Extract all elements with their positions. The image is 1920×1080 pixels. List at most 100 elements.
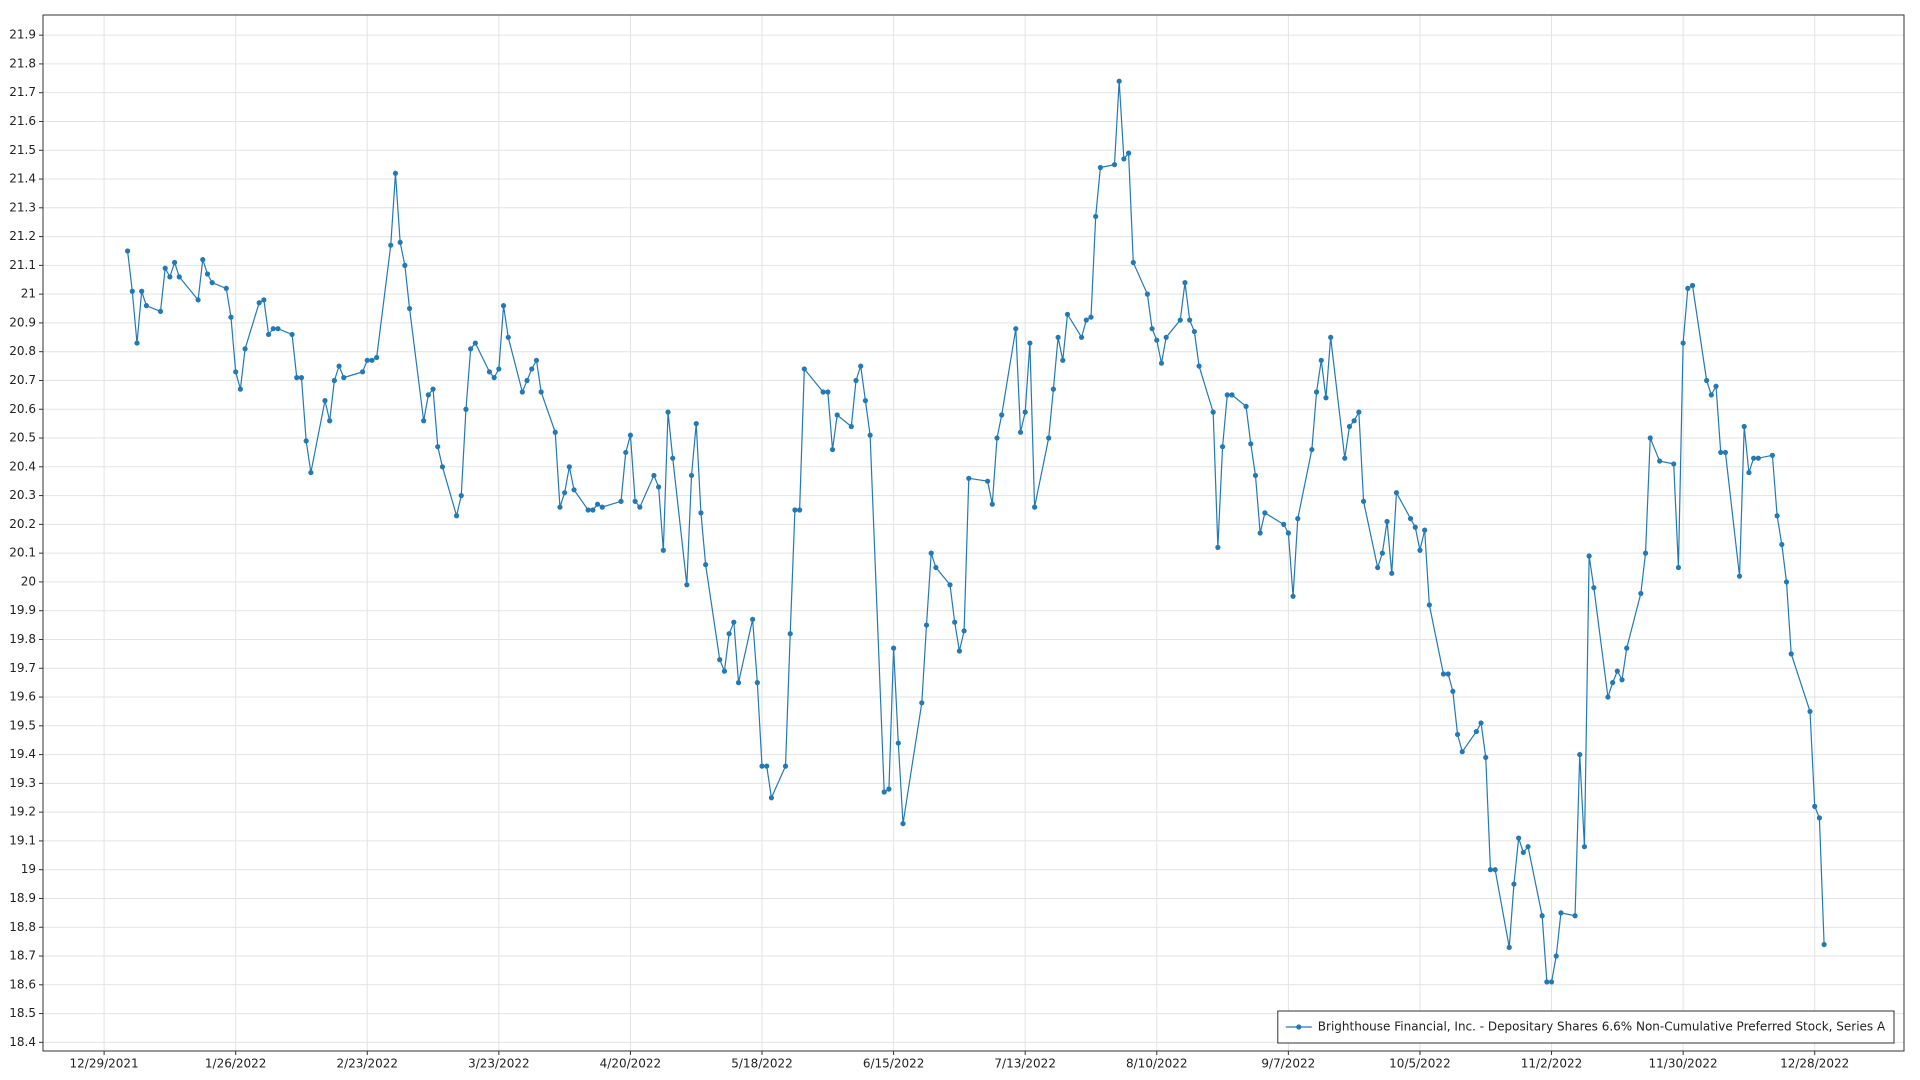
data-point [157, 308, 164, 315]
data-point [684, 582, 690, 588]
data-point [886, 786, 892, 792]
data-point [1492, 867, 1498, 873]
data-point [1807, 708, 1813, 715]
data-point [1158, 360, 1165, 366]
data-point [1389, 570, 1395, 576]
data-point [1478, 720, 1484, 726]
data-point [524, 377, 530, 384]
data-point [1144, 291, 1150, 297]
data-point [171, 259, 178, 266]
y-tick-label: 18.8 [9, 920, 36, 934]
data-point [1473, 728, 1479, 735]
data-point [430, 386, 436, 392]
data-point [590, 507, 596, 513]
y-tick-label: 18.7 [9, 949, 36, 963]
data-point [374, 354, 380, 361]
data-point [919, 700, 925, 706]
data-point [1736, 573, 1743, 579]
y-tick-label: 18.4 [9, 1035, 36, 1049]
data-point [1774, 513, 1780, 519]
data-point [891, 645, 897, 651]
y-tick-label: 19.6 [9, 690, 36, 704]
y-tick-label: 19 [21, 862, 36, 876]
x-tick-label: 8/10/2022 [1126, 1057, 1188, 1071]
data-point [1323, 395, 1329, 401]
y-tick-label: 21.6 [9, 114, 36, 128]
data-point [1379, 550, 1385, 556]
data-point [406, 305, 413, 312]
data-point [435, 444, 441, 450]
data-point [698, 510, 704, 516]
y-tick-label: 19.4 [9, 747, 36, 761]
data-point [1779, 541, 1785, 548]
data-point [289, 331, 295, 338]
data-point [270, 326, 276, 332]
y-tick-label: 19.3 [9, 776, 36, 790]
data-point [1647, 435, 1653, 441]
data-point [261, 297, 267, 303]
y-tick-label: 19.8 [9, 632, 36, 646]
data-point [1591, 585, 1597, 591]
data-point [1614, 668, 1620, 674]
data-point [129, 288, 135, 294]
data-point [1422, 527, 1428, 533]
data-point [1619, 677, 1625, 683]
data-point [862, 398, 869, 404]
data-point [1751, 455, 1757, 461]
data-point [1243, 403, 1249, 409]
data-point [1718, 449, 1724, 456]
data-point [1252, 472, 1259, 479]
data-point [162, 265, 168, 271]
data-point [496, 366, 502, 372]
data-point [1060, 357, 1066, 363]
x-tick-label: 7/13/2022 [994, 1057, 1056, 1071]
data-point [1309, 446, 1315, 453]
data-point [275, 326, 281, 332]
legend-box [1277, 1010, 1895, 1044]
data-point [209, 280, 215, 286]
x-tick-label: 2/23/2022 [336, 1057, 398, 1071]
y-tick-label: 18.6 [9, 977, 36, 991]
y-tick-label: 18.9 [9, 891, 36, 905]
data-point [1487, 867, 1494, 873]
data-point [829, 446, 836, 453]
legend-marker [1296, 1024, 1302, 1030]
data-point [820, 389, 826, 395]
data-point [1511, 881, 1517, 887]
y-tick-label: 18.5 [9, 1006, 36, 1020]
data-point [1360, 498, 1367, 504]
data-point [989, 501, 995, 507]
data-point [1675, 564, 1682, 571]
data-point [1013, 326, 1019, 332]
data-point [1130, 259, 1136, 266]
data-point [1689, 282, 1696, 289]
grid: 18.4 18.5 18.6 18.7 18.8 18.9 19 19.1 19.2 19.3 19… [9, 15, 1904, 1071]
data-point [458, 492, 464, 499]
data-point [1187, 317, 1193, 323]
data-point [726, 631, 732, 637]
data-point [1017, 429, 1024, 435]
data-point [1704, 377, 1710, 384]
plot-marks [124, 78, 1827, 985]
x-tick-label: 9/7/2022 [1261, 1057, 1315, 1071]
data-point [341, 375, 347, 381]
data-point [463, 406, 469, 412]
data-point [1262, 510, 1268, 516]
x-tick-label: 10/5/2022 [1389, 1057, 1451, 1071]
data-point [327, 418, 333, 424]
data-point [764, 763, 770, 769]
data-point [693, 421, 699, 427]
data-point [1224, 392, 1230, 398]
data-point [1788, 651, 1794, 657]
data-point [336, 363, 342, 369]
data-point [486, 369, 493, 375]
data-point [1121, 156, 1127, 162]
x-tick-label: 5/18/2022 [731, 1057, 793, 1071]
data-point [397, 239, 403, 245]
data-point [1816, 815, 1823, 821]
y-tick-label: 20.5 [9, 431, 36, 445]
data-point [797, 507, 803, 513]
data-point [1783, 579, 1790, 585]
data-point [167, 274, 173, 280]
